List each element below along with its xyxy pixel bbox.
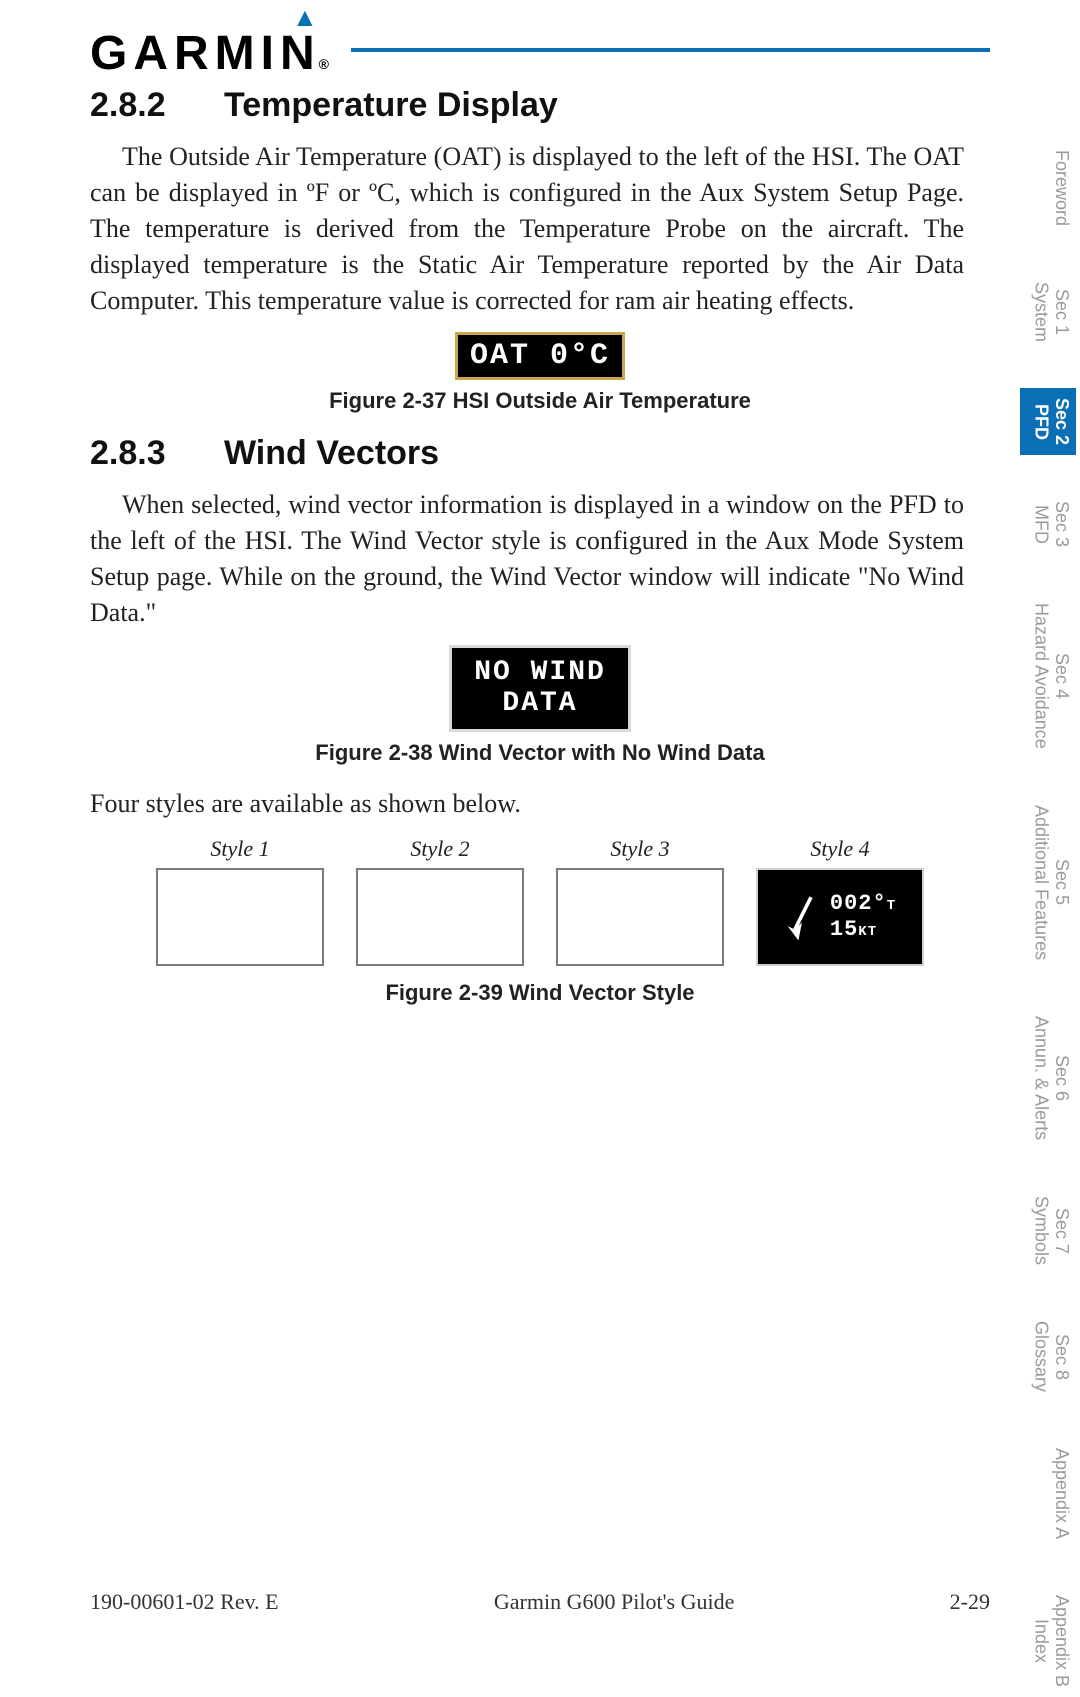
paragraph-temperature: The Outside Air Temperature (OAT) is dis… xyxy=(90,139,990,318)
style-col-1: Style 1 xyxy=(152,836,328,966)
oat-display-box: OAT 0°C xyxy=(455,332,625,380)
figure-oat: OAT 0°C xyxy=(90,332,990,380)
tab-appendix-b[interactable]: Appendix BIndex xyxy=(1020,1585,1076,1697)
nowind-display-box: NO WIND DATA xyxy=(449,645,631,733)
style-label: Style 1 xyxy=(210,836,269,862)
style4-heading: 002° xyxy=(830,891,887,916)
footer-pagenum: 2-29 xyxy=(950,1589,990,1615)
figure-caption-oat: Figure 2-37 HSI Outside Air Temperature xyxy=(90,388,990,414)
oat-label: OAT xyxy=(470,339,530,373)
figure-caption-nowind: Figure 2-38 Wind Vector with No Wind Dat… xyxy=(90,740,990,766)
tab-sec4-hazard[interactable]: Sec 4Hazard Avoidance xyxy=(1020,593,1076,759)
tab-sec5-additional[interactable]: Sec 5Additional Features xyxy=(1020,795,1076,970)
style-label: Style 2 xyxy=(410,836,469,862)
section-heading-wind: 2.8.3 Wind Vectors xyxy=(90,434,990,473)
tab-sec7-symbols[interactable]: Sec 7Symbols xyxy=(1020,1186,1076,1275)
footer-docid: 190-00601-02 Rev. E xyxy=(90,1589,279,1615)
page-footer: 190-00601-02 Rev. E Garmin G600 Pilot's … xyxy=(90,1589,990,1615)
style-box-3 xyxy=(556,868,724,966)
oat-value: 0°C xyxy=(550,339,610,373)
brand-logo: ▲ GARMIN® xyxy=(90,30,335,78)
tab-sec8-glossary[interactable]: Sec 8Glossary xyxy=(1020,1311,1076,1402)
tab-sec2-pfd[interactable]: Sec 2PFD xyxy=(1020,388,1076,455)
brand-delta-icon: ▲ xyxy=(292,4,324,30)
paragraph-styles-intro: Four styles are available as shown below… xyxy=(90,786,990,822)
section-number: 2.8.3 xyxy=(90,434,178,473)
style-col-3: Style 3 xyxy=(552,836,728,966)
page-header: ▲ GARMIN® xyxy=(90,30,990,78)
nowind-line2: DATA xyxy=(474,689,606,720)
section-number: 2.8.2 xyxy=(90,86,178,125)
style-box-4: 002°T 15KT xyxy=(756,868,924,966)
style-col-4: Style 4 002°T 15KT xyxy=(752,836,928,966)
tab-sec3-mfd[interactable]: Sec 3MFD xyxy=(1020,491,1076,557)
wind-arrow-icon xyxy=(784,887,820,947)
section-title: Temperature Display xyxy=(224,86,558,125)
figure-nowind: NO WIND DATA xyxy=(90,645,990,733)
style-box-2 xyxy=(356,868,524,966)
section-title: Wind Vectors xyxy=(224,434,439,473)
paragraph-wind: When selected, wind vector information i… xyxy=(90,487,990,631)
style4-readout: 002°T 15KT xyxy=(830,891,896,944)
brand-trademark: ® xyxy=(319,56,335,72)
style-label: Style 4 xyxy=(810,836,869,862)
tab-appendix-a[interactable]: Appendix A xyxy=(1020,1438,1076,1549)
style4-speed-suffix: KT xyxy=(858,924,877,940)
style4-heading-suffix: T xyxy=(887,898,896,914)
section-heading-temperature: 2.8.2 Temperature Display xyxy=(90,86,990,125)
figure-wind-styles: Style 1 Style 2 Style 3 Style 4 002°T xyxy=(90,836,990,966)
style4-speed: 15 xyxy=(830,917,858,942)
style-box-1 xyxy=(156,868,324,966)
brand-name: GARMIN xyxy=(90,27,321,80)
style-col-2: Style 2 xyxy=(352,836,528,966)
tab-sec1-system[interactable]: Sec 1System xyxy=(1020,272,1076,352)
tab-foreword[interactable]: Foreword xyxy=(1020,140,1076,236)
header-rule xyxy=(351,48,990,52)
tab-sec6-annun[interactable]: Sec 6Annun. & Alerts xyxy=(1020,1006,1076,1150)
figure-caption-styles: Figure 2-39 Wind Vector Style xyxy=(90,980,990,1006)
style-label: Style 3 xyxy=(610,836,669,862)
side-tab-strip: Foreword Sec 1System Sec 2PFD Sec 3MFD S… xyxy=(1020,140,1076,1697)
footer-title: Garmin G600 Pilot's Guide xyxy=(494,1589,734,1615)
nowind-line1: NO WIND xyxy=(474,658,606,689)
